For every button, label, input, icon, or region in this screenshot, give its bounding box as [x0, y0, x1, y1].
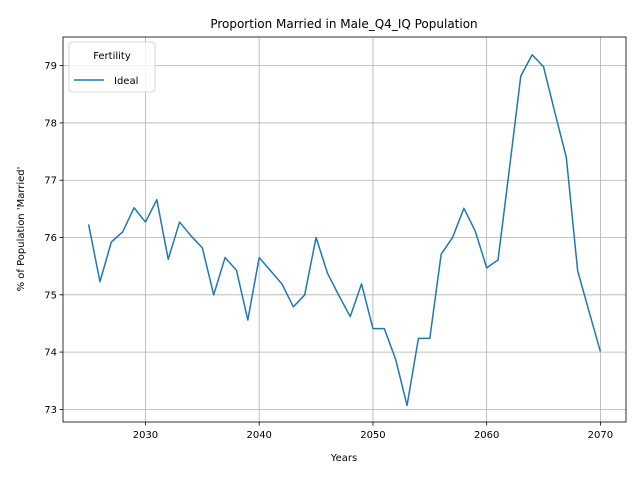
series-layer	[87, 54, 602, 407]
y-ticks: 73 74 75 76 77 78 79	[44, 61, 63, 416]
x-ticks: 2030 2040 2050 2060 2070	[133, 422, 613, 441]
x-tick-label: 2040	[246, 430, 271, 441]
x-axis-label: Years	[330, 453, 357, 464]
y-axis-label: % of Population 'Married'	[16, 167, 27, 292]
y-tick-label: 74	[44, 348, 57, 359]
x-tick-label: 2030	[133, 430, 158, 441]
y-tick-label: 77	[44, 176, 57, 187]
series-line-ideal	[87, 54, 602, 407]
legend: Fertility Ideal	[68, 41, 156, 93]
legend-box	[68, 41, 156, 93]
y-tick-label: 79	[44, 61, 57, 72]
x-tick-label: 2050	[360, 430, 385, 441]
x-tick-label: 2060	[474, 430, 499, 441]
y-tick-label: 75	[44, 290, 57, 301]
y-tick-label: 73	[44, 405, 57, 416]
legend-title: Fertility	[93, 51, 131, 62]
legend-entry-ideal: Ideal	[114, 76, 138, 87]
chart-title: Proportion Married in Male_Q4_IQ Populat…	[210, 17, 477, 31]
x-tick-label: 2070	[588, 430, 613, 441]
plot-frame	[62, 36, 627, 423]
grid-lines	[63, 37, 626, 422]
y-tick-label: 78	[44, 118, 57, 129]
y-tick-label: 76	[44, 233, 57, 244]
